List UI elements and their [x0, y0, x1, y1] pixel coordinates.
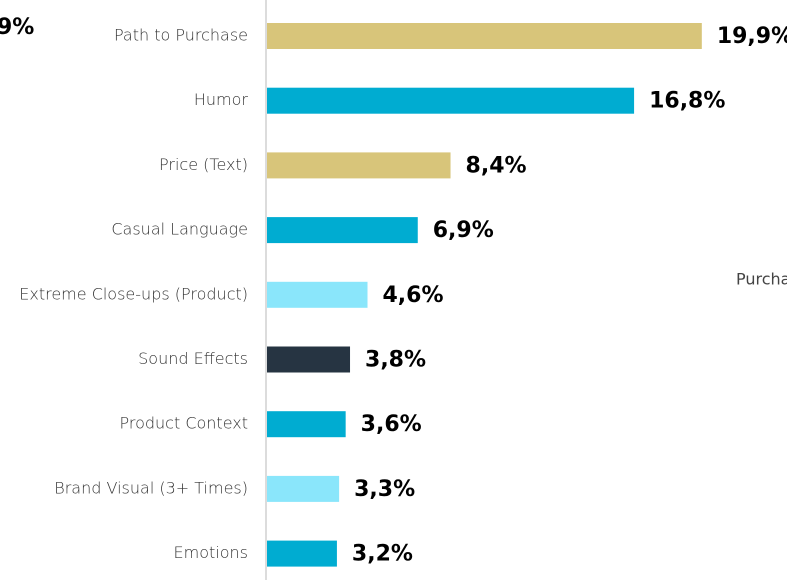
bar	[267, 217, 418, 244]
annotation: Purcha	[736, 270, 787, 289]
value-label: 16,8%	[649, 89, 725, 114]
bar	[267, 411, 346, 438]
value-label: 4,6%	[383, 283, 444, 308]
category-label: Humor	[194, 90, 249, 109]
value-label: 19,9%	[717, 24, 787, 49]
category-label: Extreme Close-ups (Product)	[19, 284, 248, 303]
bar	[267, 281, 368, 308]
bar	[267, 346, 351, 373]
category-label: Brand Visual (3+ Times)	[54, 478, 248, 497]
value-label: 3,2%	[352, 542, 413, 567]
category-label: Price (Text)	[159, 155, 248, 174]
category-label: Path to Purchase	[114, 26, 248, 45]
bar	[267, 540, 337, 567]
value-label: 3,8%	[365, 348, 426, 373]
bar	[267, 87, 635, 114]
category-label: Casual Language	[111, 220, 248, 239]
bar	[267, 23, 702, 49]
annotation: 9%	[0, 15, 34, 40]
bar	[267, 152, 451, 179]
bar	[267, 475, 340, 502]
value-label: 3,6%	[361, 412, 422, 437]
category-label: Sound Effects	[138, 349, 248, 368]
value-label: 3,3%	[354, 477, 415, 502]
value-label: 6,9%	[433, 218, 494, 243]
category-label: Product Context	[119, 414, 248, 433]
value-label: 8,4%	[466, 153, 527, 178]
category-label: Emotions	[174, 543, 248, 562]
